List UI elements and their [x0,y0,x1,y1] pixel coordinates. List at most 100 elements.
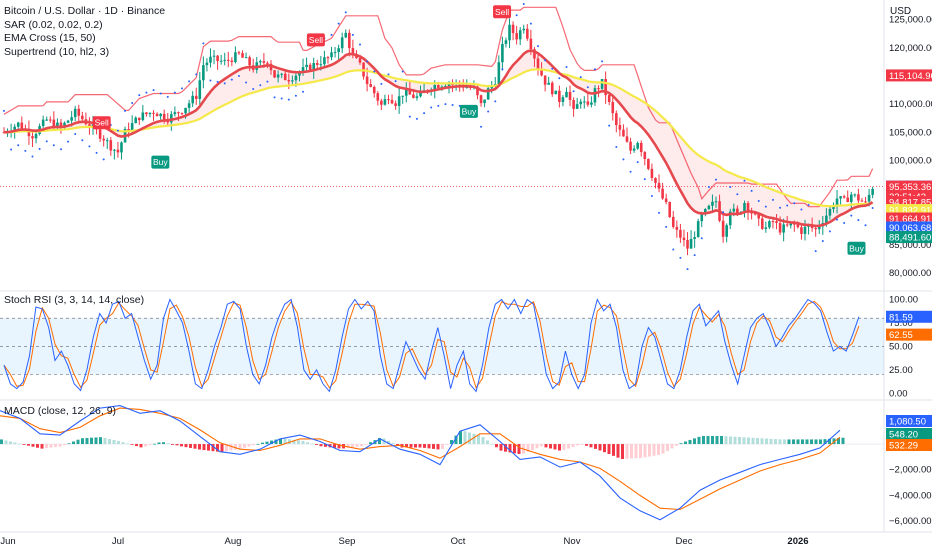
sar-dot [223,82,226,85]
symbol-title[interactable]: Bitcoin / U.S. Dollar · 1D · Binance [4,5,166,17]
candle-body [867,194,871,202]
macd-histogram-bar [711,435,714,445]
signal-badges: Sell Buy Sell Buy Sell Buy [92,5,866,255]
candle-body [223,59,227,61]
macd-histogram-bar [823,439,827,445]
candle-body [59,122,63,127]
candle-body [803,226,807,234]
candle-body [226,59,230,61]
candle-body [444,86,447,88]
sar-dot [800,208,803,211]
sar-dot [679,256,682,259]
sar-legend[interactable]: SAR (0.02, 0.02, 0.2) [4,18,103,31]
macd-value-bg [886,428,932,440]
signal-badge-label: Sell [495,7,509,17]
candle-body [312,63,316,71]
stoch-rsi-title[interactable]: Stoch RSI (3, 3, 14, 14, close) [4,294,145,306]
supertrend-legend[interactable]: Supertrend (10, hl2, 3) [4,45,110,58]
macd-histogram-bar [603,444,606,453]
time-tick-label: Jul [112,536,124,547]
price-label-badge: 95,353.36 [886,180,932,193]
macd-value-badge: 532.29 [886,439,932,452]
sar-dot [729,185,732,188]
sar-dot [537,45,539,48]
candle-body [159,113,162,117]
macd-histogram-bar [81,438,84,445]
macd-histogram-bar [148,444,152,446]
candle-body [244,57,248,59]
sar-dot [237,75,240,78]
macd-histogram-bar [553,444,557,450]
macd-pane [0,405,884,521]
candle-body [721,220,725,237]
macd-histogram-bar [801,439,804,445]
macd-histogram-bar [549,444,552,449]
price-label-text: 88,491.60 [889,233,931,244]
ema-legend[interactable]: EMA Cross (15, 50) [4,32,96,44]
price-label-badge: 91,664.91 [886,212,932,225]
time-tick-label: 2026 [787,536,808,547]
sar-dot [302,90,305,93]
candle-body [13,126,16,132]
macd-histogram-bar [706,435,710,445]
macd-histogram-bar [184,444,188,448]
candle-body [504,40,508,44]
signal-badge-bg [306,33,325,47]
candle-body [753,213,757,215]
candle-body [771,221,775,223]
sar-dot [159,92,162,95]
sar-dot [95,151,98,154]
macd-histogram-bar [652,444,656,456]
candle-body [558,90,561,102]
price-axis[interactable]: 80,000.0085,000.0090,000.0095,000.00100,… [886,15,932,527]
macd-histogram-bar [544,444,548,448]
sar-dot [515,14,518,17]
candle-body [682,237,686,241]
macd-histogram-bar [702,435,705,445]
macd-histogram-bar [256,443,260,445]
candle-body [704,209,707,215]
candle-body [508,24,511,41]
macd-value-text: 532.29 [889,441,918,452]
candle-body [41,119,45,127]
candle-body [817,226,821,230]
macd-title[interactable]: MACD (close, 12, 26, 9) [4,405,117,417]
macd-histogram-bar [517,444,521,455]
candle-body [315,63,319,65]
macd-histogram-bar [459,431,462,445]
candle-body [743,203,746,213]
candle-body [853,194,857,196]
macd-histogram-bar [45,444,48,449]
macd-histogram-bar [243,444,246,448]
sar-dot [593,68,596,71]
macd-histogram-bar [36,444,39,448]
candle-body [209,56,212,63]
macd-histogram-bar [144,444,147,447]
candle-body [568,91,572,100]
sar-dot [650,194,653,197]
macd-histogram-bar [171,444,174,445]
sar-dot [373,70,376,73]
macd-histogram-bar [324,444,327,447]
sell-signal-badge: Sell [92,116,111,130]
sar-dot [430,106,433,109]
macd-histogram-bar [238,444,242,449]
candle-body [369,84,372,87]
candle-body [582,101,586,103]
sar-dot [145,91,148,94]
candle-body [301,67,305,73]
candle-body [479,95,483,104]
candle-body [707,205,711,210]
sar-dot [415,117,418,120]
currency-label[interactable]: USD [890,6,912,17]
time-axis[interactable]: Jun Jul Aug Sep Oct Nov Dec 2026 [0,536,808,547]
candle-body [689,238,693,249]
candle-body [358,58,362,63]
sar-dot [700,237,703,240]
candle-body [109,140,113,151]
ema-cross-fill [4,50,873,226]
stoch-value-badge: 81.59 [886,310,932,323]
macd-histogram-bar [360,444,363,447]
macd-histogram-bar [729,436,732,445]
